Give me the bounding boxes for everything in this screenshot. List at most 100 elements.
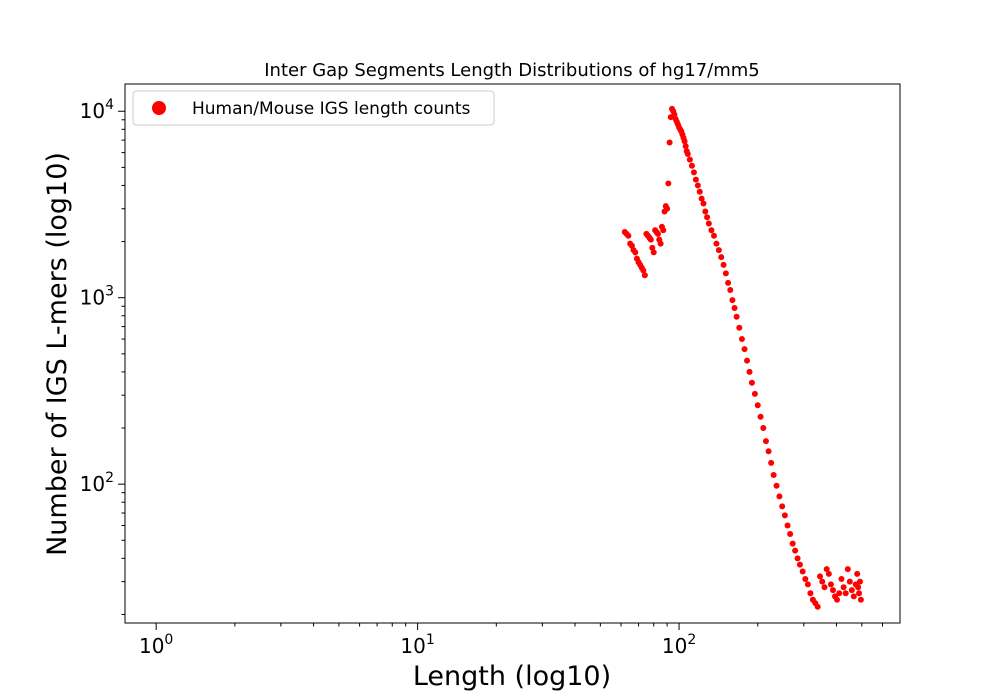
data-point xyxy=(762,438,769,445)
data-point xyxy=(834,596,841,603)
data-point xyxy=(641,272,648,279)
data-point xyxy=(773,482,780,489)
data-point xyxy=(814,603,821,610)
data-point xyxy=(840,584,847,591)
data-point xyxy=(848,587,855,594)
data-point xyxy=(760,425,767,432)
data-point xyxy=(692,176,699,183)
data-point xyxy=(649,244,656,251)
data-point xyxy=(844,566,851,573)
data-point xyxy=(696,188,703,195)
data-point xyxy=(654,230,661,237)
data-point xyxy=(647,236,654,243)
data-point xyxy=(713,240,720,247)
data-point xyxy=(799,568,806,575)
data-point xyxy=(787,531,794,538)
chart-title: Inter Gap Segments Length Distributions … xyxy=(264,60,760,81)
data-point xyxy=(819,578,826,585)
data-point xyxy=(727,286,734,293)
data-point xyxy=(770,471,777,478)
data-point xyxy=(776,493,783,500)
data-point xyxy=(768,459,775,466)
data-point xyxy=(794,555,801,562)
data-point xyxy=(816,573,823,580)
axis-ticks: 100 101 102 102 103 104 xyxy=(80,97,883,658)
x-tick-label: 101 xyxy=(400,632,434,658)
data-point xyxy=(802,575,809,582)
data-point xyxy=(690,169,697,176)
data-point xyxy=(757,413,764,420)
data-point xyxy=(836,590,843,597)
data-point xyxy=(702,208,709,215)
data-point xyxy=(682,143,689,150)
data-point xyxy=(722,270,729,277)
data-point xyxy=(838,575,845,582)
data-point xyxy=(698,195,705,202)
data-point xyxy=(784,522,791,529)
data-point xyxy=(789,540,796,547)
data-point xyxy=(729,297,736,304)
data-point xyxy=(842,590,849,597)
data-point xyxy=(640,267,647,274)
data-point xyxy=(821,584,828,591)
data-point xyxy=(754,402,761,409)
data-point xyxy=(686,156,693,163)
data-point xyxy=(781,512,788,519)
data-point xyxy=(715,247,722,254)
data-point xyxy=(664,205,671,212)
data-point xyxy=(857,596,864,603)
data-point xyxy=(792,547,799,554)
legend-marker xyxy=(152,101,166,115)
data-point xyxy=(856,590,863,597)
y-tick-label: 103 xyxy=(80,284,114,310)
data-point xyxy=(710,232,717,239)
data-point xyxy=(856,578,863,585)
data-point xyxy=(725,279,732,286)
data-point xyxy=(632,249,639,256)
data-point xyxy=(684,150,691,157)
legend-box xyxy=(132,90,495,126)
data-point xyxy=(736,324,743,331)
data-point xyxy=(700,200,707,207)
data-point xyxy=(823,566,830,573)
data-point xyxy=(720,261,727,268)
data-point xyxy=(741,346,748,353)
data-point xyxy=(650,249,657,256)
data-point xyxy=(704,214,711,221)
legend: Human/Mouse IGS length counts xyxy=(132,90,495,126)
y-tick-label: 104 xyxy=(80,97,114,123)
data-point xyxy=(694,182,701,189)
data-points xyxy=(621,105,864,610)
data-point xyxy=(855,584,862,591)
data-point xyxy=(657,240,664,247)
data-point xyxy=(827,581,834,588)
x-tick-label: 100 xyxy=(139,632,173,658)
data-point xyxy=(796,561,803,568)
data-point xyxy=(765,448,772,455)
y-axis-label: Number of IGS L-mers (log10) xyxy=(42,152,73,556)
data-point xyxy=(705,220,712,227)
data-point xyxy=(850,593,857,600)
y-tick-label: 102 xyxy=(80,470,114,496)
x-tick-label: 102 xyxy=(662,632,696,658)
data-point xyxy=(807,590,814,597)
data-point xyxy=(666,139,673,146)
data-point xyxy=(744,357,751,364)
data-point xyxy=(830,587,836,594)
x-axis-label: Length (log10) xyxy=(413,661,611,692)
data-point xyxy=(718,254,725,261)
data-point xyxy=(708,227,715,234)
legend-label: Human/Mouse IGS length counts xyxy=(192,99,471,119)
data-point xyxy=(846,578,853,585)
data-point xyxy=(731,305,738,312)
data-point xyxy=(688,162,695,169)
data-point xyxy=(748,379,755,386)
data-point xyxy=(746,368,753,375)
data-point xyxy=(804,581,811,588)
data-point xyxy=(733,313,740,320)
data-point xyxy=(665,180,672,187)
plot-frame xyxy=(124,83,901,624)
data-point xyxy=(825,570,832,577)
data-point xyxy=(854,570,861,577)
